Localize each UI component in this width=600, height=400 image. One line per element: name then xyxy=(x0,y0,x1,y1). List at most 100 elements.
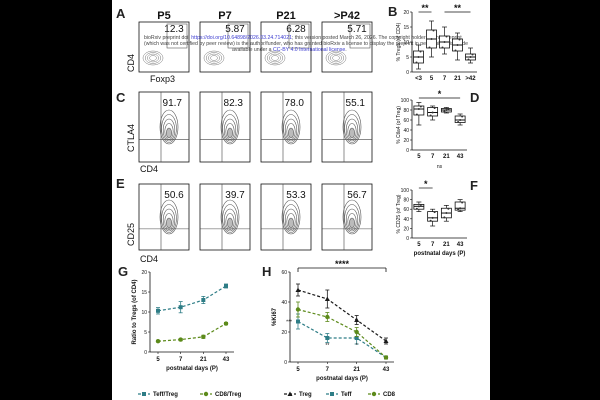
x-tick-label: <3 xyxy=(415,76,423,82)
contour-a4 xyxy=(332,55,340,61)
x-tick-label: 7 xyxy=(431,154,435,160)
biorxiv-watermark: bioRxiv preprint doi: https://doi.org/10… xyxy=(144,35,468,53)
flow-value-e1: 50.6 xyxy=(164,190,184,201)
contour-a4 xyxy=(327,52,345,64)
contour-a1 xyxy=(149,55,157,61)
watermark-license-link[interactable]: CC-BY 4.0 International license xyxy=(273,47,345,53)
x-tick-label: 21 xyxy=(443,154,450,160)
col-header-p21: P21 xyxy=(276,10,296,22)
panel-label-c: C xyxy=(116,90,126,105)
flow-plot-e2 xyxy=(199,183,251,251)
y-axis-label: % Tregs (of CD4) xyxy=(396,22,402,61)
contour-a4 xyxy=(325,50,347,66)
flow-value-a4: 5.71 xyxy=(347,24,367,35)
svg-text:available under a CC-BY 4.0 In: available under a CC-BY 4.0 Internationa… xyxy=(232,47,347,53)
flow-value-c1: 91.7 xyxy=(163,98,183,109)
y-tick-label: 20 xyxy=(141,270,147,276)
data-point xyxy=(445,35,448,38)
x-tick-label: 21 xyxy=(454,76,461,82)
contour-e3 xyxy=(283,204,299,233)
x-tick-label: 5 xyxy=(417,242,421,248)
data-point xyxy=(457,121,460,123)
y-tick-label: 20 xyxy=(403,226,409,232)
data-point xyxy=(430,38,433,40)
x-tick-label: 5 xyxy=(296,367,300,373)
contour-e1 xyxy=(162,208,176,232)
data-point xyxy=(461,115,464,118)
data-point xyxy=(417,56,420,58)
marker xyxy=(354,317,360,322)
panel-label-b: B xyxy=(388,4,397,19)
x-tick-label: 7 xyxy=(326,367,330,373)
watermark-mid: ; this version posted March 26, 2026. Th… xyxy=(292,35,462,41)
data-point xyxy=(458,38,461,41)
y-tick-label: 0 xyxy=(406,70,409,76)
watermark-pre: bioRxiv preprint doi: xyxy=(144,35,191,41)
contour-a3 xyxy=(269,53,281,63)
contour-e1 xyxy=(166,217,172,229)
contour-c4 xyxy=(342,109,362,145)
legend-label: CD8 xyxy=(383,392,396,398)
legend-label: Treg xyxy=(299,392,312,398)
watermark-line3-pre: available under a xyxy=(232,47,272,53)
x-tick-label: 21 xyxy=(443,242,450,248)
flow-plot-c1 xyxy=(138,91,190,163)
col-header-p7: P7 xyxy=(218,10,231,22)
sig-annotation: ** xyxy=(421,3,429,13)
flow-value-a2: 5.87 xyxy=(225,24,245,35)
y-tick-label: 5 xyxy=(144,330,147,336)
x-tick-label: 43 xyxy=(457,242,464,248)
data-point xyxy=(469,56,472,58)
contour-c4 xyxy=(347,123,357,140)
contour-c3 xyxy=(284,118,298,142)
contour-c2 xyxy=(223,118,237,142)
marker xyxy=(178,305,183,310)
contour-c1 xyxy=(162,118,176,142)
contour-a3 xyxy=(264,50,286,66)
series-line-teff-treg xyxy=(157,285,227,312)
watermark-doi-link[interactable]: https://doi.org/10.64898/2026.03.24.7140… xyxy=(191,35,292,41)
marker xyxy=(201,334,206,339)
contour-e3 xyxy=(288,217,294,229)
contour-c1 xyxy=(166,127,172,139)
col-header-p5: P5 xyxy=(157,10,170,22)
data-point xyxy=(433,211,436,214)
contour-c3 xyxy=(288,127,294,139)
x-axis-label: postnatal days (P) xyxy=(316,376,368,382)
sig-annotation: * xyxy=(356,343,358,349)
flow-ylabel-e: CD25 xyxy=(126,223,136,246)
contour-e4 xyxy=(342,199,362,235)
y-axis-label: Ratio to Tregs (of CD4) xyxy=(132,279,138,344)
contour-c4 xyxy=(344,114,360,143)
x-axis-label: postnatal days (P) xyxy=(414,251,466,257)
gate-box-a3 xyxy=(288,23,310,49)
col-header-p42: >P42 xyxy=(334,10,360,22)
marker xyxy=(330,392,334,396)
x-tick-label: 21 xyxy=(200,357,207,363)
contour-c1 xyxy=(164,123,174,140)
y-axis-label: % Ctla4 (of Treg) xyxy=(396,106,402,144)
flow-plot-e3 xyxy=(260,183,312,251)
marker xyxy=(324,296,330,301)
data-point xyxy=(443,216,446,219)
data-point xyxy=(447,108,450,110)
flow-value-c3: 78.0 xyxy=(285,98,305,109)
contour-a3 xyxy=(271,55,279,61)
y-tick-label: 20 xyxy=(403,10,409,16)
marker xyxy=(142,392,146,396)
contour-e2 xyxy=(222,204,238,233)
data-point xyxy=(415,113,418,116)
y-tick-label: 60 xyxy=(403,207,409,213)
sig-annotation: * xyxy=(424,179,428,189)
x-tick-label: 5 xyxy=(430,76,434,82)
figure-svg: A C E P5 P7 P21 >P42 12.3 5.87 6.28 5.71… xyxy=(116,3,479,398)
watermark-line2: (which was not certified by peer review)… xyxy=(144,41,468,47)
contour-e1 xyxy=(159,199,179,235)
flow-plot-e4 xyxy=(321,183,373,251)
box xyxy=(454,201,466,211)
data-point xyxy=(459,207,462,210)
sig-annotation: **** xyxy=(335,259,350,269)
y-tick-label: 60 xyxy=(403,118,409,124)
flow-xlabel-e: CD4 xyxy=(140,254,158,264)
